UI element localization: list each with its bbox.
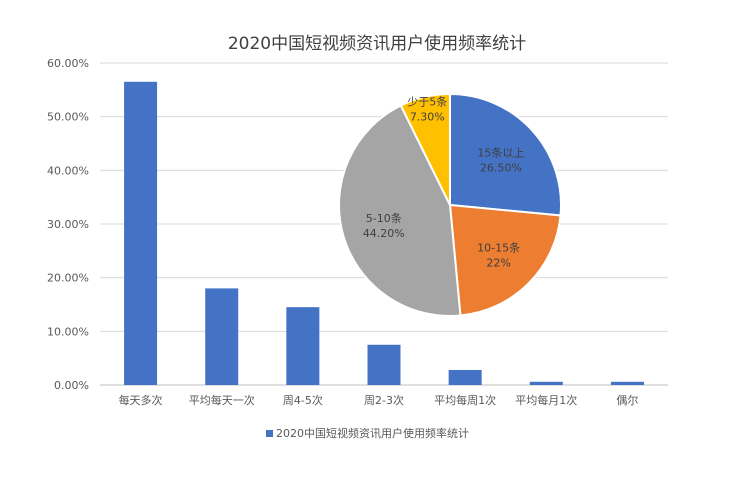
bar (124, 81, 158, 386)
x-axis-tick-labels: 每天多次 平均每天一次 周4-5次 周2-3次 平均每周1次 平均每月1次 偶尔 (119, 393, 639, 407)
pie-slice-value: 22% (486, 257, 510, 270)
pie-slice-value: 44.20% (363, 227, 405, 240)
x-tick-label: 偶尔 (616, 394, 638, 407)
bar (367, 344, 401, 385)
y-tick-label: 60.00% (47, 57, 89, 70)
legend-swatch (266, 430, 273, 437)
pie-slice-value: 7.30% (410, 111, 445, 124)
x-tick-label: 周4-5次 (283, 393, 323, 407)
pie-slice (448, 203, 562, 317)
bar-series (124, 81, 644, 386)
pie-slice (449, 92, 562, 217)
bar (448, 369, 482, 385)
y-axis-tick-labels: 0.00% 10.00% 20.00% 30.00% 40.00% 50.00% 60.00… (47, 57, 89, 392)
pie-slice-label: 5-10条 (366, 211, 402, 225)
pie-chart: 15条以上 26.50% 10-15条 22% 5-10条 44.20% 少于5条 7.30% (338, 92, 562, 317)
x-tick-label: 平均每周1次 (434, 393, 496, 407)
pie-slice-label: 少于5条 (407, 95, 447, 109)
bar (610, 381, 644, 385)
pie-slice (338, 104, 462, 317)
pie-slice-value: 26.50% (480, 162, 522, 175)
y-tick-label: 10.00% (47, 325, 89, 338)
x-tick-label: 平均每天一次 (189, 393, 255, 407)
bar (286, 307, 320, 385)
bar (205, 288, 239, 385)
x-tick-label: 每天多次 (119, 393, 163, 407)
legend-label: 2020中国短视频资讯用户使用频率统计 (276, 426, 469, 440)
y-tick-label: 40.00% (47, 164, 89, 177)
pie-slice-label: 10-15条 (477, 241, 520, 255)
y-tick-label: 30.00% (47, 218, 89, 231)
x-tick-label: 平均每月1次 (515, 393, 577, 407)
chart-title: 2020中国短视频资讯用户使用频率统计 (228, 33, 526, 54)
y-tick-label: 0.00% (54, 379, 89, 392)
pie-slice-label: 15条以上 (477, 146, 524, 160)
bar (529, 381, 563, 385)
y-tick-label: 20.00% (47, 272, 89, 285)
pie-slice (399, 92, 451, 206)
legend: 2020中国短视频资讯用户使用频率统计 (266, 426, 469, 440)
x-tick-label: 周2-3次 (364, 393, 404, 407)
y-tick-label: 50.00% (47, 111, 89, 124)
